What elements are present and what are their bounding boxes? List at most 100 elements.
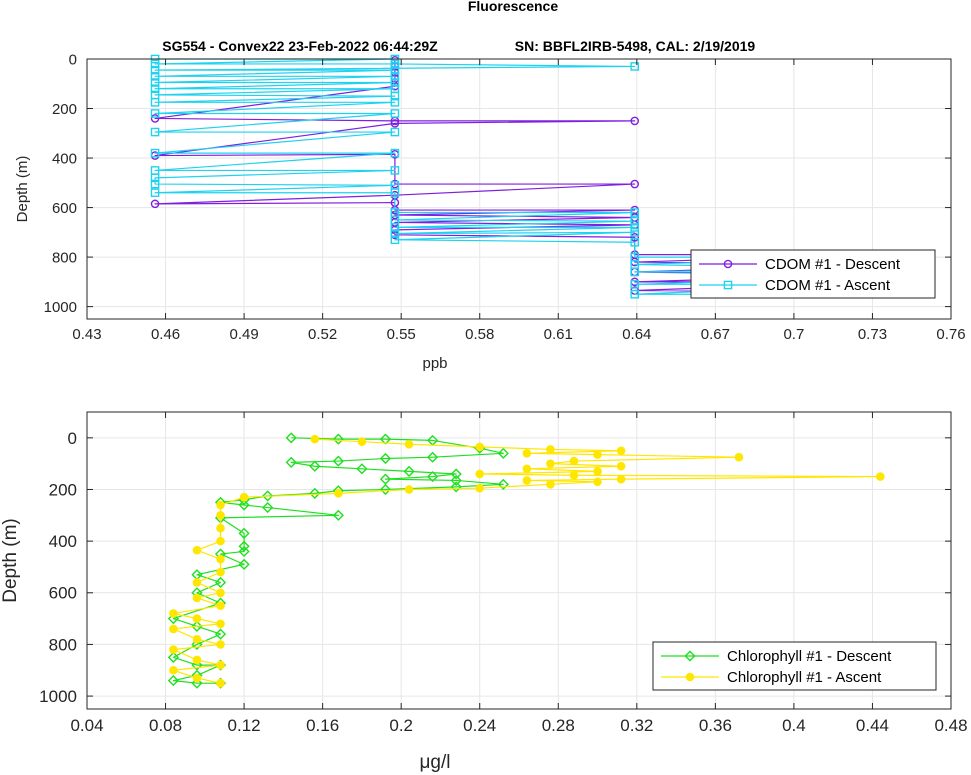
x-tick-label: 0.49 [229, 326, 258, 343]
data-point-24 [390, 166, 400, 175]
figure-subtitle-left: SG554 - Convex22 23-Feb-2022 06:44:29Z [162, 38, 438, 54]
x-tick-label: 0.76 [936, 326, 965, 343]
data-point-45 [404, 439, 414, 449]
data-point-32 [569, 470, 579, 480]
x-tick-label: 0.46 [151, 326, 180, 343]
data-point-33 [630, 216, 640, 226]
legend-entry-label: Chlorophyll #1 - Ascent [727, 669, 882, 686]
data-point-33 [475, 469, 485, 479]
data-point-40 [593, 450, 602, 459]
data-point-15 [150, 98, 160, 107]
data-point-12 [216, 601, 225, 610]
data-point-0 [216, 678, 225, 688]
ticks: 0.04 0.08 0.12 0.16 0.2 0.24 0.28 0.32 0.36 0.4 0.… [39, 412, 968, 735]
data-point-25 [238, 499, 250, 511]
legend-entry-label: CDOM #1 - Descent [765, 256, 901, 273]
data-point-17 [497, 478, 509, 490]
data-point-13 [192, 593, 202, 603]
data-point-14 [216, 588, 225, 598]
data-point-40 [214, 628, 227, 640]
data-point-34 [390, 223, 400, 232]
x-axis-label: ppb [422, 355, 447, 372]
data-point-10 [192, 614, 202, 623]
data-point-39 [734, 452, 744, 462]
x-tick-label: 0.61 [544, 326, 573, 343]
data-point-6 [427, 451, 439, 463]
legend: Chlorophyll #1 - Descent Chlorophyll #1 -… [652, 641, 937, 691]
data-point-46 [357, 437, 367, 447]
y-tick-label: 200 [52, 101, 77, 118]
data-point-8 [390, 72, 400, 81]
x-tick-label: 0.24 [463, 716, 496, 735]
data-point-8 [390, 119, 400, 128]
x-tick-label: 0.36 [699, 716, 732, 735]
data-point-5 [497, 447, 509, 459]
data-point-6 [390, 65, 400, 75]
y-tick-label: 400 [52, 150, 77, 167]
x-tick-label: 0.64 [622, 326, 651, 343]
data-point-22 [390, 148, 400, 158]
data-point-41 [191, 638, 203, 651]
series-1 [169, 434, 885, 688]
data-point-18 [390, 109, 400, 118]
data-point-14 [390, 91, 400, 101]
data-point-7 [150, 72, 160, 81]
data-point-31 [876, 472, 885, 481]
data-point-26 [475, 483, 485, 493]
data-point-9 [216, 619, 225, 629]
data-point-23 [239, 492, 249, 502]
data-point-7 [379, 452, 392, 465]
data-point-9 [150, 78, 160, 87]
y-tick-label: 0 [68, 429, 77, 448]
data-point-4 [630, 62, 640, 71]
data-point-35 [214, 576, 227, 589]
data-point-7 [192, 634, 202, 644]
data-point-2 [379, 433, 392, 445]
data-point-2 [150, 59, 160, 69]
data-point-3 [390, 59, 400, 69]
data-point-30 [238, 540, 250, 552]
x-tick-label: 0.48 [934, 716, 967, 735]
data-point-5 [169, 645, 178, 654]
data-point-26 [150, 179, 160, 189]
y-tick-label: 0 [69, 51, 77, 68]
data-point-5 [150, 65, 160, 75]
y-tick-label: 800 [52, 249, 77, 266]
data-point-4 [192, 655, 202, 665]
data-point-35 [522, 464, 532, 474]
data-point-37 [546, 459, 555, 468]
y-tick-label: 600 [49, 584, 77, 603]
data-point-47 [310, 434, 320, 444]
data-point-0 [285, 432, 297, 444]
data-point-16 [216, 567, 225, 577]
data-point-19 [216, 536, 225, 546]
legend: CDOM #1 - Descent CDOM #1 - Ascent [690, 249, 936, 299]
ticks: 0.43 0.46 0.49 0.52 0.55 0.58 0.61 0.64 0.67 0.7 0… [44, 51, 966, 343]
data-point-14 [427, 470, 439, 483]
data-point-46 [167, 675, 179, 687]
data-point-21 [216, 511, 225, 520]
data-point-11 [150, 84, 160, 94]
data-point-28 [593, 477, 602, 487]
data-point-10 [309, 460, 321, 472]
data-point-34 [593, 467, 602, 476]
data-point-1 [332, 433, 344, 445]
data-point-36 [616, 461, 626, 471]
x-tick-label: 0.67 [701, 326, 730, 343]
data-point-22 [262, 490, 274, 502]
data-point-39 [191, 620, 203, 632]
data-point-33 [238, 558, 250, 570]
data-point-14 [150, 199, 160, 209]
data-point-43 [546, 445, 555, 454]
data-point-38 [167, 613, 179, 625]
data-point-18 [450, 481, 462, 493]
x-tick-label: 0.55 [387, 326, 416, 343]
data-point-38 [390, 235, 400, 245]
x-tick-label: 0.58 [465, 326, 494, 343]
data-point-38 [569, 456, 579, 466]
data-point-3 [216, 660, 225, 670]
y-axis-label: Depth (m) [0, 518, 21, 602]
data-point-39 [630, 237, 640, 247]
data-point-42 [167, 651, 179, 663]
